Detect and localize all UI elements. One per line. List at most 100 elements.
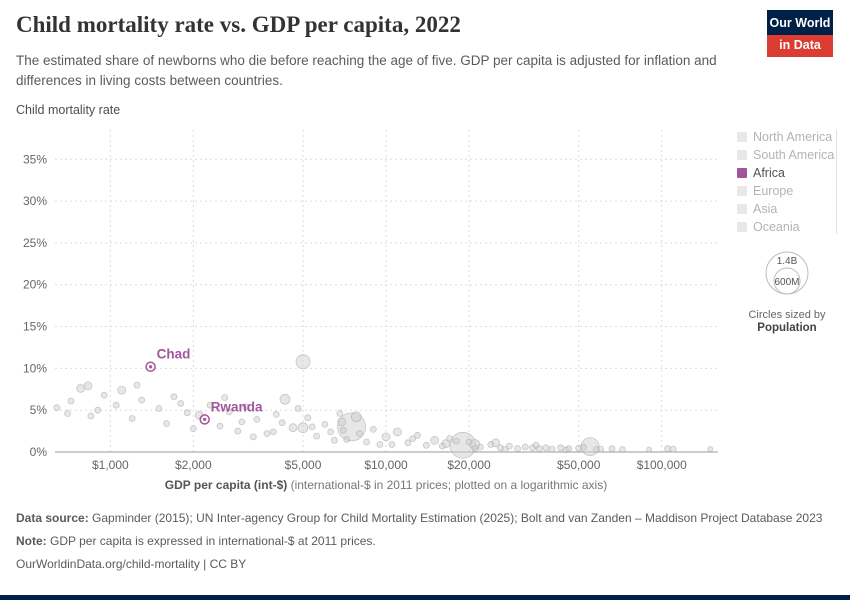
data-point[interactable] — [355, 430, 363, 438]
legend-item-north-america[interactable]: North America — [737, 128, 833, 146]
x-axis-title: GDP per capita (int-$) (international-$ … — [0, 478, 772, 492]
data-point[interactable] — [565, 445, 573, 453]
data-point[interactable] — [64, 410, 71, 417]
data-point[interactable] — [608, 445, 616, 453]
data-point[interactable] — [76, 383, 85, 393]
data-point[interactable] — [330, 436, 338, 444]
data-point[interactable] — [183, 409, 191, 417]
data-point[interactable] — [206, 401, 214, 409]
data-point[interactable] — [87, 412, 95, 420]
owid-logo[interactable]: Our World in Data — [767, 10, 833, 57]
data-point[interactable] — [53, 404, 61, 412]
legend-item-europe[interactable]: Europe — [737, 182, 833, 200]
owid-link[interactable]: OurWorldinData.org/child-mortality | CC … — [16, 557, 247, 571]
data-point[interactable] — [664, 445, 671, 453]
data-point[interactable] — [279, 393, 291, 405]
legend-item-south-america[interactable]: South America — [737, 146, 834, 164]
point-label[interactable]: Chad — [157, 347, 191, 362]
data-point[interactable] — [128, 415, 136, 422]
data-point[interactable] — [295, 354, 311, 370]
data-point[interactable] — [163, 420, 171, 428]
data-point[interactable] — [404, 439, 412, 447]
legend-label: Europe — [753, 184, 794, 198]
data-point[interactable] — [297, 422, 309, 434]
data-point[interactable] — [253, 415, 261, 423]
data-point[interactable] — [100, 391, 108, 399]
legend-swatch — [737, 222, 747, 232]
data-point[interactable] — [350, 411, 362, 423]
data-point[interactable] — [269, 428, 277, 436]
data-point[interactable] — [339, 426, 347, 434]
data-point[interactable] — [521, 443, 529, 451]
data-point[interactable] — [619, 446, 626, 453]
data-point[interactable] — [388, 441, 396, 448]
data-point[interactable] — [294, 405, 302, 412]
size-legend-outer-label: 1.4B — [777, 256, 798, 267]
data-point[interactable] — [225, 408, 233, 416]
data-point[interactable] — [413, 431, 421, 439]
data-point[interactable] — [313, 432, 321, 440]
data-point[interactable] — [669, 445, 677, 453]
data-point[interactable] — [430, 435, 440, 445]
data-point[interactable] — [536, 445, 543, 453]
legend-item-asia[interactable]: Asia — [737, 200, 833, 218]
data-point[interactable] — [548, 445, 556, 453]
data-point[interactable] — [112, 401, 120, 409]
data-point[interactable] — [263, 430, 271, 438]
data-point[interactable] — [278, 419, 286, 427]
data-point[interactable] — [646, 446, 652, 453]
point-label[interactable]: Rwanda — [211, 399, 263, 414]
data-point[interactable] — [170, 393, 178, 401]
data-point[interactable] — [471, 445, 479, 453]
data-point[interactable] — [189, 425, 197, 433]
data-point[interactable] — [465, 438, 473, 446]
data-point[interactable] — [343, 436, 351, 443]
data-point[interactable] — [288, 423, 298, 433]
data-point[interactable] — [216, 422, 224, 430]
data-point[interactable] — [155, 405, 163, 412]
data-point[interactable] — [272, 410, 280, 418]
data-point[interactable] — [392, 427, 402, 437]
data-point[interactable] — [580, 443, 587, 451]
data-point[interactable] — [83, 381, 93, 391]
data-point[interactable] — [308, 423, 316, 431]
data-point[interactable] — [422, 441, 430, 449]
data-point[interactable] — [452, 437, 460, 445]
data-point[interactable] — [707, 446, 714, 453]
data-point[interactable] — [369, 425, 377, 433]
data-point[interactable] — [138, 396, 146, 404]
data-point[interactable] — [133, 381, 141, 389]
data-point[interactable] — [238, 418, 246, 426]
data-point[interactable] — [363, 438, 371, 446]
data-point[interactable] — [249, 433, 257, 441]
data-point[interactable] — [376, 441, 384, 448]
data-point[interactable] — [505, 442, 513, 450]
data-point[interactable] — [327, 428, 335, 436]
data-point[interactable] — [337, 417, 347, 427]
data-point[interactable] — [304, 414, 312, 422]
data-point[interactable] — [381, 432, 391, 442]
data-point[interactable] — [177, 400, 185, 407]
data-point[interactable] — [597, 445, 604, 453]
data-point[interactable] — [542, 444, 550, 452]
data-point[interactable] — [476, 443, 484, 451]
data-point[interactable] — [117, 385, 127, 395]
data-point[interactable] — [438, 442, 446, 450]
data-point[interactable] — [487, 441, 495, 448]
continent-legend: North America South America Africa Europe As… — [737, 128, 834, 236]
legend-item-oceania[interactable]: Oceania — [737, 218, 833, 236]
data-point[interactable] — [321, 420, 329, 428]
note-line: Note: GDP per capita is expressed in int… — [16, 533, 828, 550]
legend-swatch — [737, 204, 747, 214]
data-point[interactable] — [409, 435, 417, 443]
data-point[interactable] — [446, 435, 454, 443]
data-point[interactable] — [514, 445, 521, 453]
data-point[interactable] — [242, 403, 250, 411]
data-point[interactable] — [336, 410, 344, 417]
data-point[interactable] — [67, 397, 75, 405]
data-point[interactable] — [94, 406, 102, 414]
legend-item-africa[interactable]: Africa — [737, 164, 833, 182]
data-point[interactable] — [221, 394, 229, 402]
legend-swatch — [737, 186, 747, 196]
data-point[interactable] — [234, 427, 242, 435]
